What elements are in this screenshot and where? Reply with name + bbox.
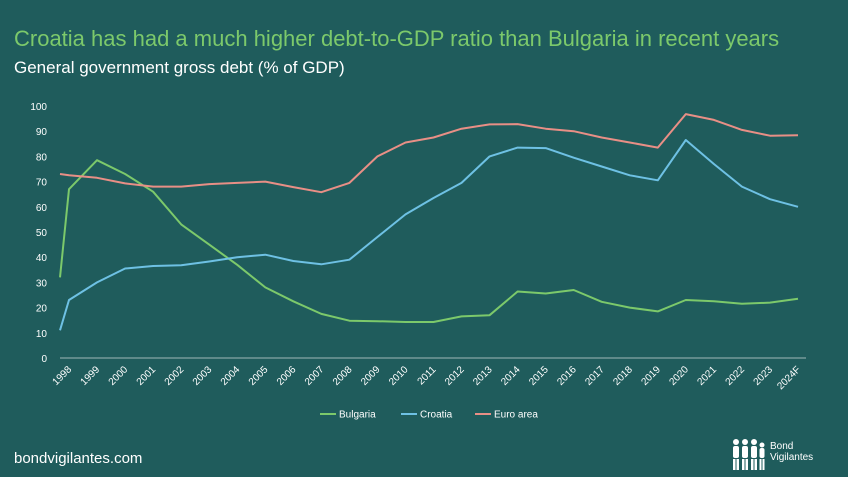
legend-label-bulgaria: Bulgaria xyxy=(339,410,376,421)
bond-vigilantes-logo: Bond Vigilantes xyxy=(730,436,840,472)
x-tick-label: 2006 xyxy=(275,364,299,388)
x-tick-label: 2000 xyxy=(107,364,131,388)
y-tick-label: 40 xyxy=(36,253,48,264)
y-tick-label: 80 xyxy=(36,152,48,163)
y-tick-label: 60 xyxy=(36,203,48,214)
series-line-bulgaria xyxy=(59,159,799,323)
legend-label-croatia: Croatia xyxy=(420,410,453,421)
logo-line2: Vigilantes xyxy=(770,452,814,463)
x-tick-label: 2003 xyxy=(191,364,215,388)
x-tick-label: 2010 xyxy=(387,364,411,388)
logo-text: Bond Vigilantes xyxy=(770,441,813,463)
x-tick-label: 2023 xyxy=(752,364,776,388)
y-tick-label: 0 xyxy=(41,354,47,365)
x-tick-label: 1998 xyxy=(51,364,75,388)
series-line-croatia xyxy=(59,139,799,331)
x-tick-label: 2022 xyxy=(724,364,748,388)
x-tick-label: 2013 xyxy=(471,364,495,388)
legend-label-euro-area: Euro area xyxy=(494,410,538,421)
chart-title: Croatia has had a much higher debt-to-GD… xyxy=(14,26,780,51)
x-tick-label: 2020 xyxy=(667,364,691,388)
x-tick-label: 2017 xyxy=(583,364,607,388)
x-tick-label: 2019 xyxy=(639,364,663,388)
x-tick-label: 2024F xyxy=(775,364,803,392)
x-tick-label: 2011 xyxy=(416,364,439,387)
y-tick-label: 90 xyxy=(36,127,48,138)
x-tick-label: 2007 xyxy=(303,364,327,388)
y-tick-label: 10 xyxy=(36,329,48,340)
y-tick-label: 100 xyxy=(30,102,47,113)
x-tick-label: 2005 xyxy=(247,364,271,388)
x-tick-label: 2001 xyxy=(135,364,159,388)
x-tick-label: 2016 xyxy=(555,364,579,388)
y-tick-label: 70 xyxy=(36,178,48,189)
y-tick-label: 20 xyxy=(36,304,48,315)
series-line-euro-area xyxy=(59,113,799,194)
logo-line1: Bond xyxy=(770,441,794,452)
chart-subtitle: General government gross debt (% of GDP) xyxy=(14,58,345,77)
x-tick-label: 2008 xyxy=(331,364,355,388)
x-tick-label: 2012 xyxy=(443,364,467,388)
x-tick-label: 2021 xyxy=(695,364,719,388)
x-tick-label: 2009 xyxy=(359,364,383,388)
y-tick-label: 50 xyxy=(36,228,48,239)
x-tick-label: 1999 xyxy=(79,364,103,388)
y-tick-label: 30 xyxy=(36,278,48,289)
logo-figures-icon xyxy=(733,439,765,470)
x-tick-label: 2014 xyxy=(499,364,523,388)
x-tick-label: 2018 xyxy=(611,364,635,388)
x-tick-label: 2015 xyxy=(527,364,551,388)
footer-url: bondvigilantes.com xyxy=(14,450,143,467)
x-tick-label: 2002 xyxy=(163,364,187,388)
x-tick-label: 2004 xyxy=(219,364,243,388)
